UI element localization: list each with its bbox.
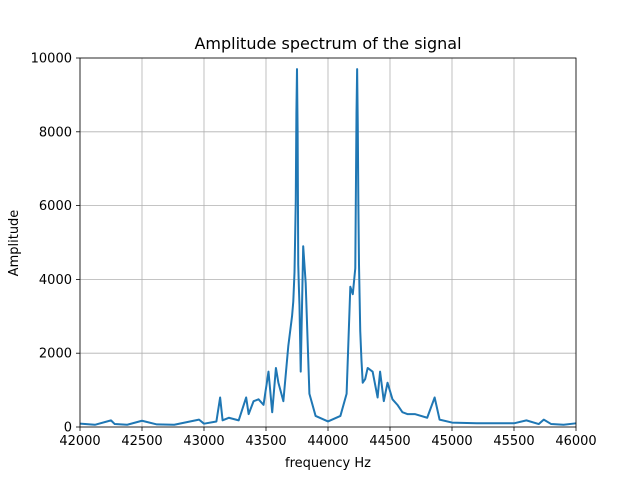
x-tick-label: 42000 [59,434,100,449]
x-tick-label: 45500 [493,434,534,449]
y-tick-label: 0 [64,421,72,436]
chart-title: Amplitude spectrum of the signal [194,34,461,53]
series-line [79,68,577,426]
y-tick-label: 2000 [39,347,72,362]
x-tick-label: 46000 [555,434,596,449]
series-layer [79,68,577,426]
x-axis-label: frequency Hz [285,456,371,471]
y-tick-label: 4000 [39,273,72,288]
y-tick-label: 8000 [39,125,72,140]
y-axis-label: Amplitude [7,210,22,277]
x-tick-label: 42500 [121,434,162,449]
y-tick-label: 6000 [39,199,72,214]
y-axis-ticks: 0 2000 4000 6000 8000 10000 [31,52,80,436]
y-tick-label: 10000 [31,52,72,67]
x-tick-label: 43000 [183,434,224,449]
x-tick-label: 45000 [431,434,472,449]
x-tick-label: 44500 [369,434,410,449]
x-axis-ticks: 42000 42500 43000 43500 44000 44500 45000 45500… [59,427,597,449]
x-tick-label: 44000 [307,434,348,449]
x-tick-label: 43500 [245,434,286,449]
